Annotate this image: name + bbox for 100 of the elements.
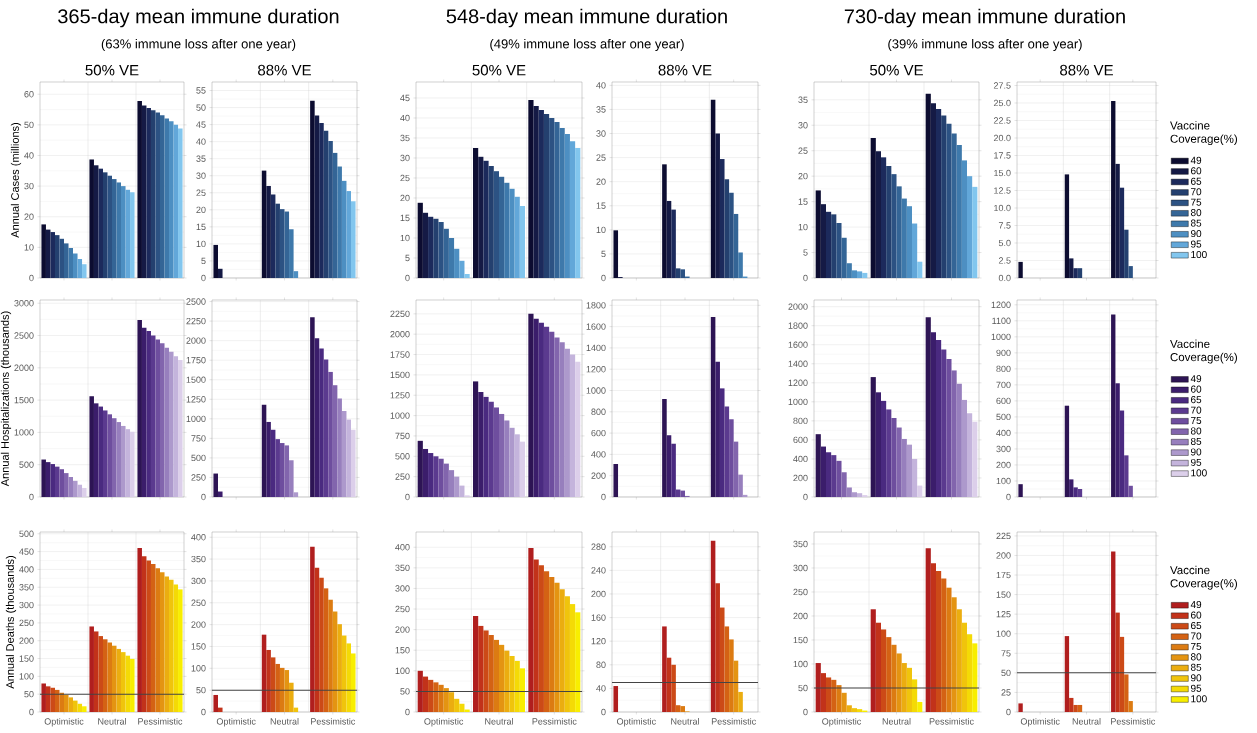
bar xyxy=(941,115,947,278)
bar xyxy=(925,93,931,278)
bar xyxy=(478,391,484,497)
bar xyxy=(936,108,942,278)
y-tick-label: 0 xyxy=(601,274,606,282)
x-tick-label: Neutral xyxy=(98,718,126,725)
y-tick-label: 300 xyxy=(19,601,34,609)
bar xyxy=(559,589,565,712)
x-tick-label: Neutral xyxy=(485,718,513,725)
bar xyxy=(875,151,881,278)
bar xyxy=(351,201,356,278)
bar xyxy=(564,133,570,278)
bar xyxy=(533,318,539,497)
y-tick-label: 500 xyxy=(19,461,34,468)
y-tick-label: 20 xyxy=(400,194,410,202)
bar xyxy=(417,670,423,712)
y-tick-label: 10 xyxy=(596,226,606,234)
y-tick-label: 0 xyxy=(601,708,606,716)
bar xyxy=(870,137,876,278)
y-tick-label: 1100 xyxy=(992,317,1011,325)
bar xyxy=(719,388,725,497)
bar xyxy=(41,459,46,497)
y-tick-label: 300 xyxy=(996,445,1011,453)
bar xyxy=(870,377,876,497)
y-tick-label: 1800 xyxy=(788,322,808,329)
y-tick-label: 250 xyxy=(191,474,206,481)
bar xyxy=(160,343,165,497)
bar xyxy=(543,113,550,278)
bar xyxy=(310,317,315,497)
bar xyxy=(575,147,581,278)
bar xyxy=(130,431,135,497)
bar xyxy=(107,414,112,497)
bar xyxy=(73,700,78,712)
bar xyxy=(493,407,500,497)
bar xyxy=(917,261,923,278)
bar xyxy=(569,604,576,712)
y-tick-label: 1000 xyxy=(14,429,34,436)
bar xyxy=(846,263,852,278)
y-tick-label: 350 xyxy=(191,555,206,563)
y-tick-label: 0 xyxy=(405,708,410,716)
bar xyxy=(1124,229,1129,278)
bar xyxy=(137,100,142,278)
y-tick-label: 200 xyxy=(996,461,1011,469)
y-tick-label: 2000 xyxy=(390,331,410,338)
y-tick-label: 500 xyxy=(19,530,34,537)
y-tick-label: 250 xyxy=(19,619,34,627)
bar xyxy=(346,643,352,712)
x-tick-label: Pessimistic xyxy=(311,718,356,725)
y-axis-title: Annual Deaths (thousands) xyxy=(5,556,17,689)
bar xyxy=(715,133,720,278)
bar xyxy=(1119,187,1125,278)
bar xyxy=(218,268,223,278)
bar xyxy=(483,396,489,497)
bar xyxy=(112,179,117,278)
bar xyxy=(137,548,142,712)
bar xyxy=(473,381,479,497)
bar xyxy=(448,237,455,278)
y-tick-label: 2250 xyxy=(390,310,410,318)
x-tick-label: Neutral xyxy=(882,718,911,725)
y-tick-label: 2000 xyxy=(788,303,808,310)
y-tick-label: 20 xyxy=(24,213,34,220)
bar xyxy=(538,565,544,712)
legend-label: 65 xyxy=(1191,621,1202,630)
y-tick-label: 25 xyxy=(798,147,808,154)
bar xyxy=(438,684,444,712)
y-tick-label: 250 xyxy=(191,599,206,606)
bar xyxy=(671,443,676,497)
bar xyxy=(1064,174,1070,278)
y-tick-label: 200 xyxy=(793,612,808,620)
legend-label: 70 xyxy=(1191,406,1202,414)
bar xyxy=(473,147,479,278)
y-tick-label: 250 xyxy=(793,588,808,596)
bar xyxy=(155,339,160,497)
y-tick-label: 35 xyxy=(196,155,206,162)
bar xyxy=(956,609,962,712)
bar xyxy=(155,112,160,278)
x-tick-label: Optimistic xyxy=(424,718,464,727)
bar xyxy=(351,429,356,497)
y-tick-label: 2000 xyxy=(186,337,206,344)
bar xyxy=(925,317,931,497)
bar xyxy=(82,487,87,497)
bar xyxy=(169,351,174,497)
bar xyxy=(680,269,686,278)
bar xyxy=(499,644,505,712)
bar xyxy=(1128,266,1133,278)
text: (63% immune loss after one year) xyxy=(101,38,296,52)
bar xyxy=(946,359,952,497)
bar xyxy=(961,399,968,497)
legend-title: Vaccine Coverage(%) xyxy=(1170,565,1237,590)
y-tick-label: 150 xyxy=(191,643,206,650)
y-tick-label: 2250 xyxy=(186,317,206,325)
bar xyxy=(121,652,126,712)
y-tick-label: 0 xyxy=(201,274,206,282)
bar xyxy=(533,105,539,278)
bar xyxy=(826,211,832,278)
bar xyxy=(1111,551,1116,712)
y-tick-label: 5.0 xyxy=(998,239,1011,247)
bar xyxy=(279,443,285,497)
y-tick-label: 30 xyxy=(798,122,808,129)
y-tick-label: 240 xyxy=(591,567,606,574)
